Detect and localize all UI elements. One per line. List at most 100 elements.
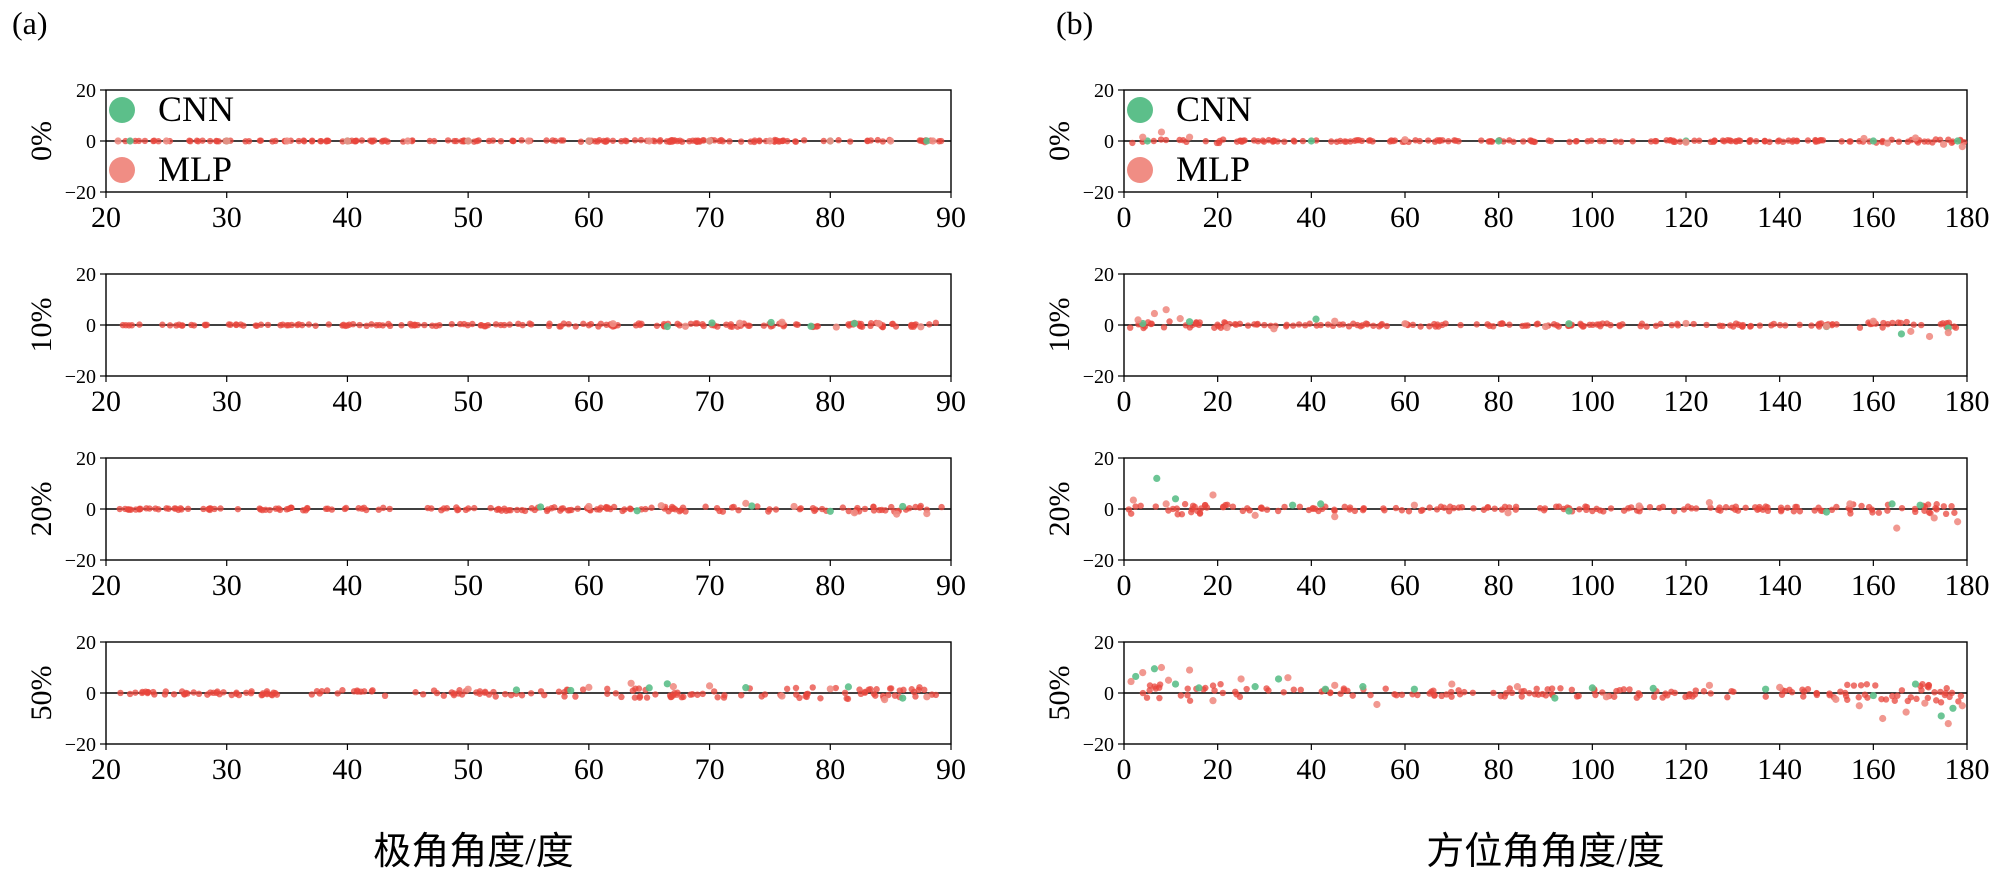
mlp-band-point bbox=[1847, 138, 1854, 145]
mlp-band-point bbox=[1126, 324, 1134, 331]
mlp-point bbox=[1410, 501, 1418, 509]
mlp-band-point bbox=[702, 503, 709, 510]
x-tick-label: 40 bbox=[1296, 569, 1326, 602]
mlp-band-point bbox=[1668, 321, 1675, 329]
mlp-band-point bbox=[737, 138, 745, 145]
mlp-band-point bbox=[1738, 323, 1746, 330]
mlp-band-point bbox=[1193, 319, 1200, 326]
mlp-band-point bbox=[610, 503, 618, 511]
mlp-point bbox=[681, 322, 690, 330]
mlp-band-point bbox=[906, 504, 913, 512]
mlp-band-point bbox=[308, 691, 316, 698]
mlp-point bbox=[1157, 663, 1166, 672]
y-tick-label: 0 bbox=[86, 315, 96, 337]
mlp-band-point bbox=[1473, 321, 1480, 328]
x-tick-label: 80 bbox=[815, 385, 845, 418]
mlp-band-point bbox=[1863, 681, 1871, 688]
x-tick-label: 160 bbox=[1851, 569, 1896, 602]
mlp-band-point bbox=[1844, 696, 1851, 703]
mlp-band-point bbox=[1747, 136, 1754, 144]
mlp-band-point bbox=[1924, 694, 1932, 702]
mlp-band-point bbox=[1764, 507, 1772, 515]
mlp-band-point bbox=[507, 691, 515, 699]
mlp-band-point bbox=[353, 687, 361, 694]
mlp-band-point bbox=[1506, 504, 1513, 511]
mlp-point bbox=[766, 137, 774, 145]
mlp-band-point bbox=[1629, 138, 1636, 145]
cnn-point bbox=[1869, 691, 1877, 700]
legend-cnn-marker bbox=[1127, 97, 1153, 123]
mlp-band-point bbox=[1176, 136, 1183, 144]
mlp-band-point bbox=[1828, 506, 1836, 514]
mlp-point bbox=[657, 502, 665, 510]
mlp-band-point bbox=[1580, 322, 1587, 330]
mlp-band-point bbox=[203, 321, 210, 329]
x-tick-label: 0 bbox=[1117, 569, 1132, 602]
mlp-band-point bbox=[513, 506, 521, 514]
cnn-point bbox=[1869, 137, 1877, 145]
mlp-band-point bbox=[1707, 138, 1714, 146]
mlp-band-point bbox=[1796, 508, 1804, 515]
mlp-band-point bbox=[1788, 689, 1796, 696]
mlp-band-point bbox=[648, 504, 655, 511]
row-label-b-2: 20% bbox=[1043, 482, 1076, 537]
cnn-point bbox=[1822, 508, 1831, 516]
mlp-band-point bbox=[835, 137, 842, 144]
mlp-band-point bbox=[668, 505, 676, 513]
mlp-band-point bbox=[1882, 696, 1890, 703]
x-tick-label: 60 bbox=[1390, 753, 1420, 786]
mlp-band-point bbox=[1186, 697, 1194, 704]
mlp-point bbox=[1954, 518, 1962, 526]
mlp-point bbox=[929, 137, 937, 145]
mlp-band-point bbox=[1903, 318, 1910, 326]
mlp-band-point bbox=[1674, 322, 1682, 329]
mlp-band-point bbox=[237, 321, 244, 328]
mlp-band-point bbox=[1209, 682, 1217, 689]
mlp-band-point bbox=[386, 505, 393, 513]
mlp-band-point bbox=[519, 321, 526, 329]
mlp-band-point bbox=[440, 505, 448, 512]
mlp-band-point bbox=[273, 691, 281, 698]
mlp-band-point bbox=[339, 687, 346, 694]
mlp-point bbox=[1832, 695, 1840, 703]
mlp-band-point bbox=[1884, 320, 1892, 328]
mlp-band-point bbox=[1782, 322, 1789, 329]
mlp-band-point bbox=[356, 321, 363, 329]
mlp-band-point bbox=[1730, 688, 1737, 695]
mlp-band-point bbox=[243, 689, 250, 696]
y-tick-label: 0 bbox=[1104, 683, 1114, 705]
mlp-band-point bbox=[187, 137, 194, 145]
mlp-band-point bbox=[283, 322, 290, 329]
cnn-point bbox=[567, 686, 575, 695]
mlp-band-point bbox=[1734, 507, 1742, 514]
mlp-band-point bbox=[1553, 503, 1560, 510]
mlp-band-point bbox=[543, 137, 550, 144]
x-tick-label: 20 bbox=[91, 569, 121, 602]
mlp-band-point bbox=[694, 691, 701, 698]
mlp-band-point bbox=[1447, 688, 1455, 696]
mlp-band-point bbox=[235, 691, 243, 699]
mlp-band-point bbox=[718, 136, 725, 144]
mlp-band-point bbox=[760, 322, 768, 329]
mlp-band-point bbox=[509, 137, 516, 144]
mlp-band-point bbox=[1646, 503, 1654, 511]
cnn-point bbox=[1312, 315, 1320, 323]
cnn-point bbox=[899, 694, 907, 702]
mlp-band-point bbox=[1534, 320, 1541, 327]
mlp-band-point bbox=[1668, 688, 1675, 696]
mlp-point bbox=[1448, 680, 1456, 688]
cnn-point bbox=[1762, 685, 1770, 693]
mlp-band-point bbox=[1650, 693, 1658, 701]
mlp-band-point bbox=[918, 137, 925, 144]
mlp-band-point bbox=[1872, 682, 1879, 689]
mlp-point bbox=[404, 137, 412, 145]
mlp-band-point bbox=[1331, 506, 1338, 513]
mlp-band-point bbox=[308, 138, 316, 145]
x-tick-label: 40 bbox=[332, 753, 362, 786]
mlp-band-point bbox=[874, 136, 881, 144]
y-tick-label: −20 bbox=[1083, 366, 1114, 388]
mlp-band-point bbox=[1808, 322, 1815, 329]
mlp-point bbox=[1958, 702, 1966, 710]
mlp-band-point bbox=[368, 137, 376, 144]
x-tick-label: 60 bbox=[1390, 201, 1420, 234]
